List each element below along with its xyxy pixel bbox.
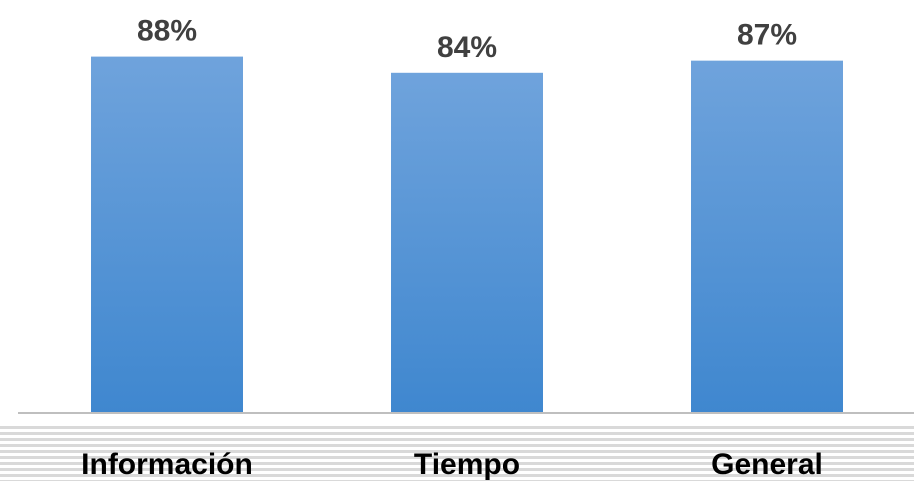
bars xyxy=(91,56,843,414)
data-label: 87% xyxy=(737,19,797,52)
band-stripe xyxy=(0,426,914,429)
band-stripe xyxy=(0,468,914,471)
data-labels: 88% 84% 87% xyxy=(137,15,797,64)
bar-información xyxy=(91,56,243,413)
category-label: General xyxy=(711,448,823,481)
category-label: Información xyxy=(81,448,253,481)
band-stripe xyxy=(0,456,914,459)
bar-general xyxy=(691,60,843,414)
band-stripe xyxy=(0,444,914,447)
band-stripe xyxy=(0,450,914,453)
band-stripe xyxy=(0,438,914,441)
band-stripe xyxy=(0,462,914,465)
data-label: 88% xyxy=(137,15,197,48)
data-label: 84% xyxy=(437,31,497,64)
band-stripe xyxy=(0,474,914,477)
category-label: Tiempo xyxy=(414,448,520,481)
category-labels: Información Tiempo General xyxy=(81,448,823,481)
bar-tiempo xyxy=(391,72,543,414)
band-stripe xyxy=(0,432,914,435)
